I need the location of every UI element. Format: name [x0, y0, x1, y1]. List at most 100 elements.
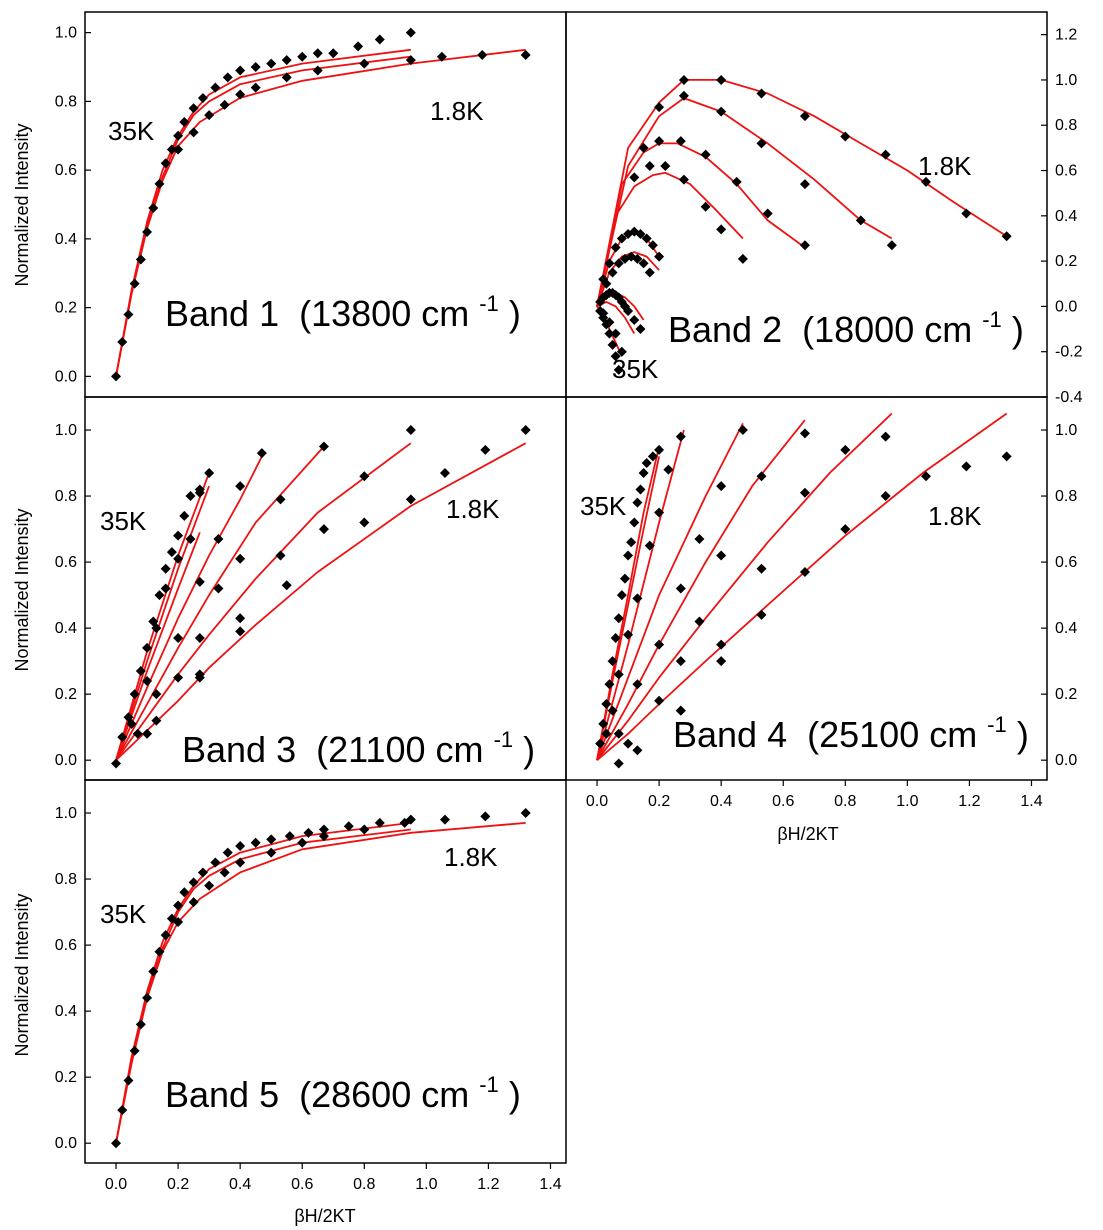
- data-point: [160, 583, 171, 594]
- y-tick-label: 0.8: [55, 488, 77, 505]
- x-tick-label: 0.4: [710, 793, 732, 810]
- data-point: [399, 817, 410, 828]
- data-point: [623, 738, 634, 749]
- band-name: Band 3: [182, 729, 296, 770]
- data-point: [275, 550, 286, 561]
- data-point: [610, 633, 621, 644]
- data-point: [235, 553, 246, 564]
- panel-title: Band 5 (28600 cm -1 ): [165, 1059, 521, 1115]
- data-point: [123, 1075, 134, 1086]
- data-point: [610, 351, 621, 362]
- high-temperature-label: 35K: [100, 506, 147, 536]
- y-tick-label: 0.6: [55, 937, 77, 954]
- data-point: [173, 916, 184, 927]
- data-point: [880, 149, 891, 160]
- y-tick-label: 0.4: [55, 620, 77, 637]
- data-point: [250, 837, 261, 848]
- data-point: [654, 695, 665, 706]
- high-temperature-label: 35K: [612, 354, 659, 384]
- data-point: [647, 451, 658, 462]
- data-point: [359, 517, 370, 528]
- data-point: [318, 824, 329, 835]
- data-point: [616, 590, 627, 601]
- y-axis-label: Normalized Intensity: [12, 508, 32, 671]
- data-point: [142, 728, 153, 739]
- data-point: [281, 580, 292, 591]
- low-temperature-label: 1.8K: [446, 494, 500, 524]
- data-point: [799, 240, 810, 251]
- data-point: [756, 609, 767, 620]
- data-point: [654, 507, 665, 518]
- axis-ticks: 0.0 0.2 0.4 0.6 0.8 1.0 0.0 0.2 0.4 0.6 0.8 1.0 1.2 1…: [55, 805, 562, 1193]
- data-point: [756, 88, 767, 99]
- data-point: [700, 149, 711, 160]
- y-tick-label: 0.4: [1055, 620, 1077, 637]
- plot-frame: [565, 396, 1048, 781]
- data-point: [477, 49, 488, 60]
- band-unit-superscript: -1: [479, 1072, 499, 1097]
- data-point: [595, 738, 606, 749]
- data-point: [619, 573, 630, 584]
- y-tick-label: 0.4: [55, 1003, 77, 1020]
- y-tick-label: 0.0: [55, 1135, 77, 1152]
- data-point: [148, 202, 159, 213]
- band-close-paren: ): [509, 1074, 521, 1115]
- data-point: [886, 240, 897, 251]
- data-point: [173, 633, 184, 644]
- y-tick-label: 1.0: [1055, 422, 1077, 439]
- band-unit-superscript: -1: [494, 727, 514, 752]
- data-point: [197, 867, 208, 878]
- data-point: [235, 481, 246, 492]
- low-temperature-label: 1.8K: [444, 842, 498, 872]
- data-point: [204, 467, 215, 478]
- band-unit-superscript: -1: [987, 712, 1007, 737]
- data-point: [359, 471, 370, 482]
- data-point: [213, 583, 224, 594]
- data-point: [266, 847, 277, 858]
- data-point: [222, 72, 233, 83]
- data-point: [188, 103, 199, 114]
- data-point: [762, 208, 773, 219]
- data-point: [235, 857, 246, 868]
- data-point: [111, 371, 122, 382]
- data-point: [194, 487, 205, 498]
- data-point: [700, 201, 711, 212]
- fit-curve: [115, 442, 527, 761]
- y-tick-label: 0.0: [1055, 298, 1077, 315]
- band-close-paren: ): [1012, 309, 1024, 350]
- data-point: [644, 540, 655, 551]
- data-point: [188, 877, 199, 888]
- data-point: [194, 576, 205, 587]
- y-axis-label: Normalized Intensity: [12, 123, 32, 286]
- data-point: [439, 467, 450, 478]
- data-point: [716, 74, 727, 85]
- data-point: [219, 99, 230, 110]
- y-tick-label: 0.6: [55, 162, 77, 179]
- fit-curve: [596, 142, 806, 307]
- band-name: Band 1: [165, 293, 279, 334]
- data-point: [151, 623, 162, 634]
- fit-curve: [115, 485, 210, 761]
- band-name: Band 5: [165, 1074, 279, 1115]
- data-point: [235, 89, 246, 100]
- data-point: [632, 253, 643, 264]
- data-point: [194, 633, 205, 644]
- data-point: [644, 161, 655, 171]
- data-point: [173, 553, 184, 564]
- data-point: [855, 215, 866, 226]
- band-close-paren: ): [1017, 714, 1029, 755]
- data-point: [318, 524, 329, 535]
- data-point: [613, 364, 624, 375]
- x-axis-label: βH/2KT: [294, 1206, 355, 1226]
- data-point: [1001, 451, 1012, 462]
- high-temperature-label: 35K: [100, 899, 147, 929]
- data-point: [173, 530, 184, 541]
- data-point: [359, 824, 370, 835]
- data-point: [660, 161, 671, 171]
- data-point: [880, 491, 891, 502]
- data-point: [598, 718, 609, 729]
- data-point: [281, 72, 292, 83]
- data-point: [126, 718, 137, 729]
- data-point: [641, 233, 652, 244]
